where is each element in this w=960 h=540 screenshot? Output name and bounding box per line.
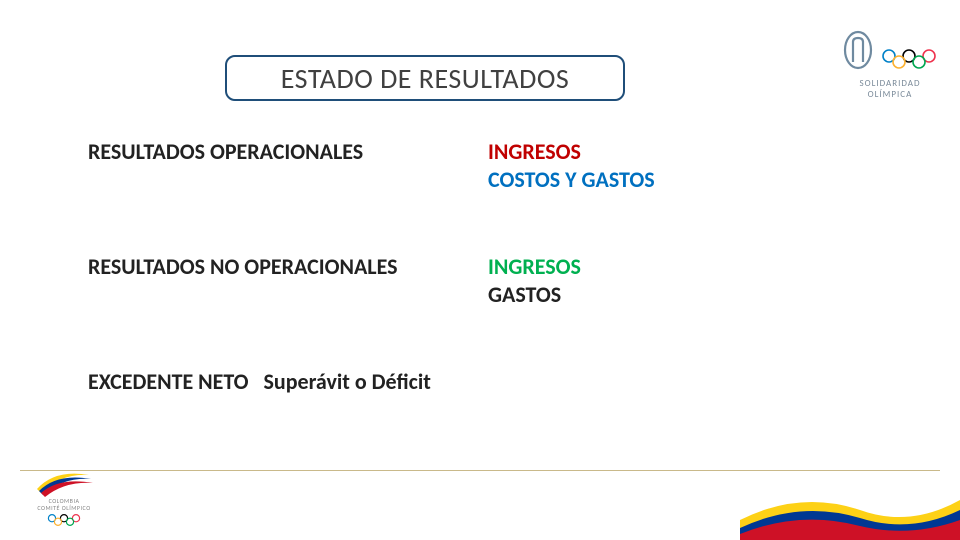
row2-label: RESULTADOS NO OPERACIONALES bbox=[88, 253, 488, 308]
olympic-rings-icon bbox=[879, 48, 939, 70]
content-area: RESULTADOS OPERACIONALES INGRESOS COSTOS… bbox=[88, 138, 872, 395]
row1-values: INGRESOS COSTOS Y GASTOS bbox=[488, 138, 655, 193]
title-box: ESTADO DE RESULTADOS bbox=[225, 55, 625, 101]
slide-title: ESTADO DE RESULTADOS bbox=[281, 61, 570, 96]
row1-line2: COSTOS Y GASTOS bbox=[488, 166, 655, 194]
swoosh-icon bbox=[35, 467, 93, 497]
olympic-rings-small-icon bbox=[46, 513, 82, 527]
slide: ESTADO DE RESULTADOS SOLIDARIDAD OLÍMPIC… bbox=[0, 0, 960, 540]
footer-divider bbox=[20, 470, 940, 471]
logo-text-2: OLÍMPICA bbox=[840, 90, 940, 101]
excedente-value: Superávit o Déficit bbox=[264, 368, 431, 395]
solidaridad-olimpica-logo: SOLIDARIDAD OLÍMPICA bbox=[840, 30, 940, 101]
row2-line1: INGRESOS bbox=[488, 253, 581, 281]
row1-line1: INGRESOS bbox=[488, 138, 655, 166]
row1-label: RESULTADOS OPERACIONALES bbox=[88, 138, 488, 193]
row2-values: INGRESOS GASTOS bbox=[488, 253, 581, 308]
excedente-label: EXCEDENTE NETO bbox=[88, 368, 249, 395]
row2-line2: GASTOS bbox=[488, 281, 581, 309]
row-no-operacionales: RESULTADOS NO OPERACIONALES INGRESOS GAS… bbox=[88, 253, 872, 308]
flag-wave-icon bbox=[740, 480, 960, 540]
colombia-coc-logo: COLOMBIA COMITÉ OLÍMPICO bbox=[24, 467, 104, 532]
flag-stripe bbox=[740, 480, 960, 540]
emblem-icon bbox=[841, 30, 875, 70]
row-excedente: EXCEDENTE NETO Superávit o Déficit bbox=[88, 368, 872, 395]
row-operacionales: RESULTADOS OPERACIONALES INGRESOS COSTOS… bbox=[88, 138, 872, 193]
coc-text-2: COMITÉ OLÍMPICO bbox=[24, 505, 104, 511]
footer: COLOMBIA COMITÉ OLÍMPICO bbox=[0, 460, 960, 540]
